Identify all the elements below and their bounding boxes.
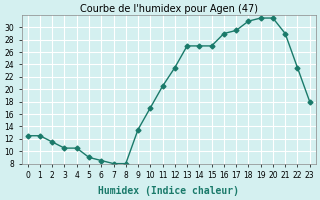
- Title: Courbe de l'humidex pour Agen (47): Courbe de l'humidex pour Agen (47): [80, 4, 258, 14]
- X-axis label: Humidex (Indice chaleur): Humidex (Indice chaleur): [98, 186, 239, 196]
